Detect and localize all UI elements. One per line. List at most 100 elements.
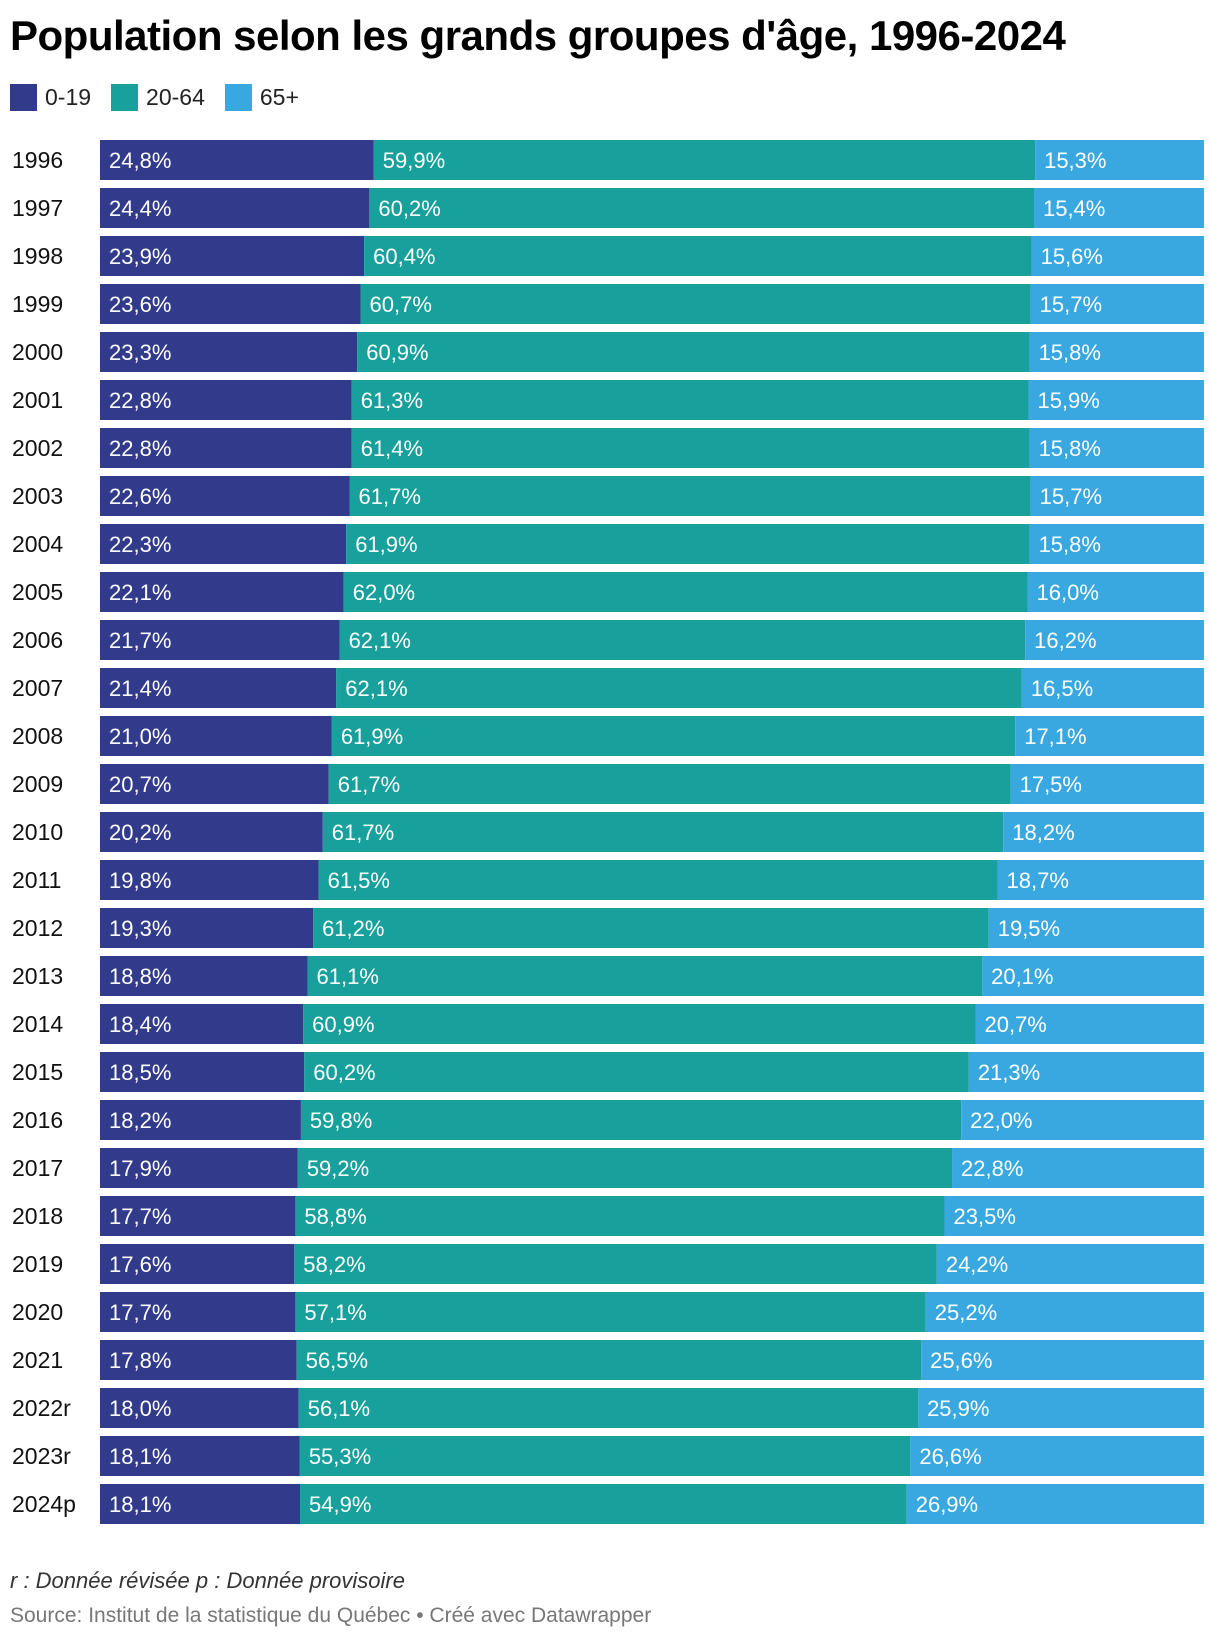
bar-segment-20-64-2021 [296, 1340, 922, 1380]
bar-segment-20-64-2020 [295, 1292, 926, 1332]
data-label-20-64-2005: 62,0% [353, 580, 415, 605]
bar-segment-65+-2021 [921, 1340, 1204, 1380]
data-label-65+-2014: 20,7% [984, 1012, 1046, 1037]
bar-row-2000: 2000 23,3% 60,9% 15,8% [12, 332, 1204, 372]
bar-segment-65+-2002 [1029, 428, 1204, 468]
data-label-20-64-2008: 61,9% [341, 724, 403, 749]
bar-segment-65+-2019 [936, 1244, 1204, 1284]
bar-row-2012: 2012 19,3% 61,2% 19,5% [12, 908, 1204, 948]
bar-segment-0-19-2010 [100, 812, 323, 852]
bar-row-2005: 2005 22,1% 62,0% 16,0% [12, 572, 1204, 612]
bar-row-1999: 1999 23,6% 60,7% 15,7% [12, 284, 1204, 324]
data-label-20-64-1999: 60,7% [370, 292, 432, 317]
bar-segment-0-19-2020 [100, 1292, 296, 1332]
year-label-2023r: 2023r [12, 1443, 71, 1469]
bar-row-2004: 2004 22,3% 61,9% 15,8% [12, 524, 1204, 564]
data-label-0-19-2021: 17,8% [109, 1348, 171, 1373]
bar-segment-20-64-2008 [331, 716, 1016, 756]
bar-segment-65+-2018 [944, 1196, 1204, 1236]
year-label-1996: 1996 [12, 147, 63, 173]
year-label-2021: 2021 [12, 1347, 63, 1373]
bar-segment-20-64-2017 [297, 1148, 953, 1188]
legend: 0-19 20-64 65+ [10, 84, 319, 111]
data-label-0-19-1996: 24,8% [109, 148, 171, 173]
year-label-2008: 2008 [12, 723, 63, 749]
bar-row-2024p: 2024p 18,1% 54,9% 26,9% [12, 1484, 1204, 1524]
bar-segment-0-19-2005 [100, 572, 344, 612]
source-line: Source: Institut de la statistique du Qu… [10, 1604, 652, 1627]
legend-swatch-20-64 [111, 84, 139, 111]
data-label-0-19-2005: 22,1% [109, 580, 171, 605]
bar-row-2009: 2009 20,7% 61,7% 17,5% [12, 764, 1204, 804]
bar-segment-0-19-2019 [100, 1244, 295, 1284]
bar-row-2014: 2014 18,4% 60,9% 20,7% [12, 1004, 1204, 1044]
bar-segment-20-64-2000 [357, 332, 1030, 372]
bar-segment-0-19-1997 [100, 188, 370, 228]
bar-segment-0-19-2000 [100, 332, 358, 372]
data-label-20-64-2019: 58,2% [303, 1252, 365, 1277]
bar-segment-20-64-2012 [313, 908, 989, 948]
bar-row-1996: 1996 24,8% 59,9% 15,3% [12, 140, 1204, 180]
bar-segment-65+-2023r [910, 1436, 1204, 1476]
bar-row-2010: 2010 20,2% 61,7% 18,2% [12, 812, 1204, 852]
bar-segment-65+-2006 [1025, 620, 1204, 660]
year-label-2016: 2016 [12, 1107, 63, 1133]
data-label-20-64-2016: 59,8% [310, 1108, 372, 1133]
bar-row-2015: 2015 18,5% 60,2% 21,3% [12, 1052, 1204, 1092]
bar-segment-0-19-2022r [100, 1388, 299, 1428]
year-label-2005: 2005 [12, 579, 63, 605]
bar-row-2020: 2020 17,7% 57,1% 25,2% [12, 1292, 1204, 1332]
bar-row-2002: 2002 22,8% 61,4% 15,8% [12, 428, 1204, 468]
data-label-65+-1996: 15,3% [1044, 148, 1106, 173]
data-label-0-19-2019: 17,6% [109, 1252, 171, 1277]
data-label-0-19-2003: 22,6% [109, 484, 171, 509]
data-label-0-19-1999: 23,6% [109, 292, 171, 317]
bar-segment-20-64-2010 [322, 812, 1004, 852]
data-label-0-19-2024p: 18,1% [109, 1492, 171, 1517]
bar-segment-65+-2001 [1028, 380, 1204, 420]
year-label-2019: 2019 [12, 1251, 63, 1277]
bar-row-2016: 2016 18,2% 59,8% 22,0% [12, 1100, 1204, 1140]
year-label-2009: 2009 [12, 771, 63, 797]
data-label-0-19-2004: 22,3% [109, 532, 171, 557]
data-label-0-19-2020: 17,7% [109, 1300, 171, 1325]
data-label-0-19-2013: 18,8% [109, 964, 171, 989]
bar-segment-65+-2010 [1003, 812, 1204, 852]
bar-segment-0-19-2004 [100, 524, 347, 564]
year-label-2011: 2011 [12, 867, 61, 893]
bar-segment-65+-2009 [1010, 764, 1204, 804]
data-label-65+-2024p: 26,9% [916, 1492, 978, 1517]
year-label-2002: 2002 [12, 435, 63, 461]
year-label-2003: 2003 [12, 483, 63, 509]
bar-segment-20-64-2006 [339, 620, 1026, 660]
bar-segment-20-64-2001 [351, 380, 1029, 420]
year-label-2014: 2014 [12, 1011, 63, 1037]
data-label-20-64-1997: 60,2% [378, 196, 440, 221]
bar-segment-0-19-1998 [100, 236, 365, 276]
bar-segment-65+-2003 [1030, 476, 1204, 516]
data-label-0-19-1998: 23,9% [109, 244, 171, 269]
data-label-65+-2003: 15,7% [1040, 484, 1102, 509]
bar-row-2003: 2003 22,6% 61,7% 15,7% [12, 476, 1204, 516]
bar-segment-0-19-2021 [100, 1340, 297, 1380]
bar-segment-20-64-2023r [299, 1436, 911, 1476]
bar-segment-65+-2017 [952, 1148, 1204, 1188]
data-label-20-64-2017: 59,2% [307, 1156, 369, 1181]
legend-item-20-64: 20-64 [111, 84, 205, 111]
data-label-20-64-2000: 60,9% [366, 340, 428, 365]
bar-row-2018: 2018 17,7% 58,8% 23,5% [12, 1196, 1204, 1236]
data-label-0-19-2023r: 18,1% [109, 1444, 171, 1469]
bar-segment-65+-2016 [961, 1100, 1204, 1140]
bar-segment-20-64-1999 [360, 284, 1031, 324]
bar-segment-0-19-2016 [100, 1100, 301, 1140]
data-label-20-64-2001: 61,3% [361, 388, 423, 413]
data-label-65+-1998: 15,6% [1041, 244, 1103, 269]
data-label-0-19-2002: 22,8% [109, 436, 171, 461]
bar-segment-20-64-1998 [364, 236, 1032, 276]
bar-segment-20-64-2014 [303, 1004, 976, 1044]
stacked-bar-chart: 1996 24,8% 59,9% 15,3%1997 24,4% 60,2% 15,4%19… [12, 140, 1204, 1524]
data-label-20-64-2013: 61,1% [317, 964, 379, 989]
data-label-0-19-2018: 17,7% [109, 1204, 171, 1229]
bar-segment-0-19-2017 [100, 1148, 298, 1188]
bar-segment-0-19-1996 [100, 140, 374, 180]
